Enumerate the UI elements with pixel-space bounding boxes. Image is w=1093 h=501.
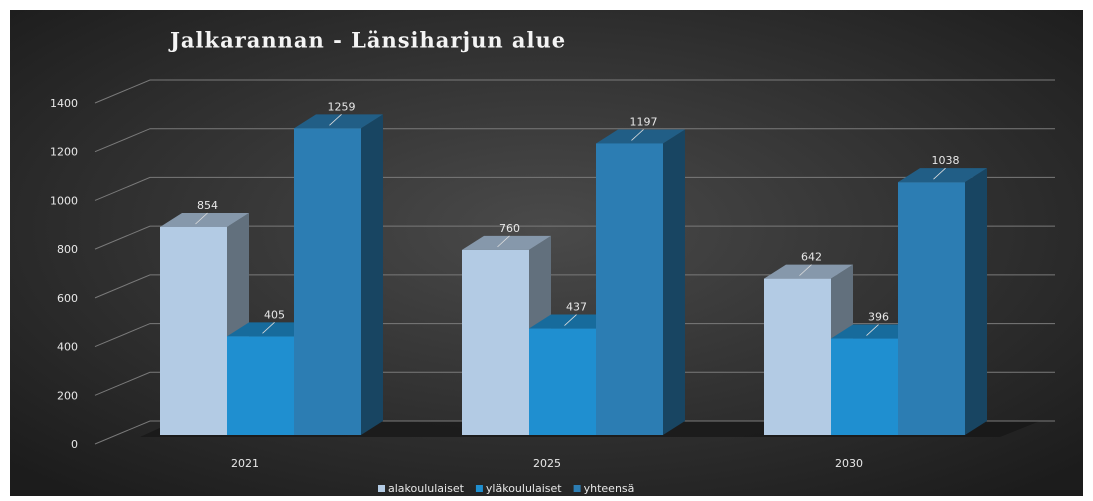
bar-front [764,278,831,435]
x-tick-label: 2025 [533,457,561,470]
legend-label: yläkoululaiset [486,482,562,495]
bar-top [764,264,853,279]
label-leader [799,264,812,276]
label-leader [933,167,946,180]
data-label: 1197 [630,115,658,128]
bar-top [529,314,618,329]
label-leader [329,114,342,126]
data-label: 642 [801,251,822,264]
bar-top [596,129,685,144]
bar-top [462,235,551,250]
bar-side [663,129,685,435]
y-tick-label: 400 [57,341,78,354]
y-tick-label: 1000 [50,194,78,207]
legend-label: alakoululaiset [388,482,465,495]
data-label: 760 [499,222,520,235]
legend-label: yhteensä [584,482,635,495]
x-tick-label: 2021 [231,457,259,470]
bar [898,168,987,435]
data-label: 396 [868,311,889,324]
data-label: 405 [264,308,285,321]
grid-line [94,128,1055,153]
label-leader [497,235,510,248]
bar [596,129,685,435]
grid-line [94,371,1055,396]
y-tick-label: 0 [71,438,78,451]
label-leader [866,324,879,336]
bar-front [596,143,663,435]
label-leader [631,129,644,141]
grid-line [94,225,1055,250]
y-tick-label: 800 [57,243,78,256]
bar-top [831,324,920,339]
data-label: 437 [566,301,587,314]
bar-front [462,249,529,435]
y-tick-label: 600 [57,292,78,305]
chart-title: Jalkarannan - Länsiharjun alue [168,28,566,53]
legend-swatch [573,485,581,492]
bar-front [831,338,898,435]
bar-top [160,212,249,227]
grid-line [94,420,1055,445]
grid-line [94,323,1055,348]
y-tick-label: 200 [57,389,78,402]
bar-front [227,336,294,435]
bar-side [965,168,987,435]
bar-front [898,182,965,435]
legend-swatch [475,485,483,492]
label-leader [564,314,577,326]
bar-side [361,114,383,436]
grid-line [94,176,1055,201]
bar-front [529,328,596,435]
bar-front [160,226,227,435]
bar [294,114,383,436]
data-label: 1038 [932,154,960,167]
legend-swatch [378,485,385,492]
grid-line [94,274,1055,299]
bar-front [294,128,361,435]
x-tick-label: 2030 [835,457,863,470]
data-label: 1259 [328,100,356,113]
bar-top [898,168,987,183]
bar-top [227,322,316,337]
label-leader [195,212,208,225]
bar-top [294,114,383,129]
y-tick-label: 1200 [50,146,78,159]
grid-line [94,79,1055,104]
label-leader [262,322,275,334]
y-tick-label: 1400 [50,97,78,110]
data-label: 854 [197,199,218,212]
